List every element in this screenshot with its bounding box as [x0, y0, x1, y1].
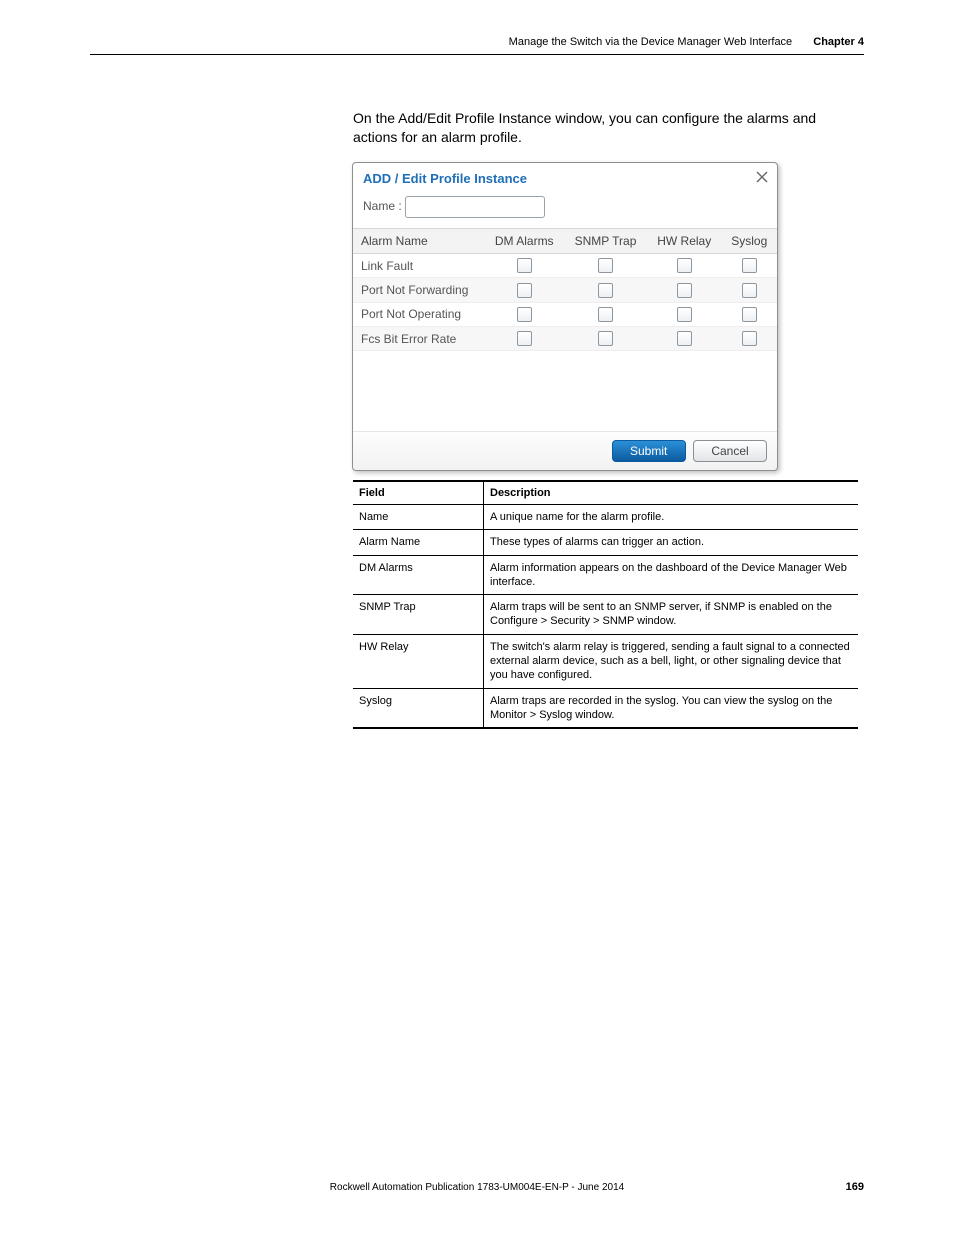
checkbox[interactable]	[517, 258, 532, 273]
footer-page-number: 169	[846, 1181, 864, 1193]
checkbox[interactable]	[517, 331, 532, 346]
field-name: Syslog	[353, 688, 484, 728]
checkbox[interactable]	[677, 307, 692, 322]
alarm-name-cell: Port Not Forwarding	[353, 278, 484, 302]
checkbox-cell	[647, 302, 722, 326]
col-alarm-name: Alarm Name	[353, 229, 484, 254]
checkbox[interactable]	[742, 307, 757, 322]
checkbox-cell	[484, 254, 564, 278]
field-desc: The switch's alarm relay is triggered, s…	[484, 634, 859, 688]
name-label: Name :	[363, 199, 402, 213]
field-name: DM Alarms	[353, 555, 484, 595]
checkbox[interactable]	[677, 331, 692, 346]
header-divider	[90, 54, 864, 55]
alarm-grid: Alarm Name DM Alarms SNMP Trap HW Relay …	[353, 228, 777, 351]
alarm-name-cell: Port Not Operating	[353, 302, 484, 326]
fields-head-desc: Description	[484, 481, 859, 505]
checkbox-cell	[564, 326, 647, 350]
checkbox[interactable]	[742, 283, 757, 298]
fields-row: SNMP TrapAlarm traps will be sent to an …	[353, 595, 858, 635]
col-syslog: Syslog	[722, 229, 777, 254]
submit-button[interactable]: Submit	[612, 440, 686, 462]
field-name: HW Relay	[353, 634, 484, 688]
table-row: Link Fault	[353, 254, 777, 278]
checkbox-cell	[564, 254, 647, 278]
table-row: Port Not Forwarding	[353, 278, 777, 302]
fields-row: DM AlarmsAlarm information appears on th…	[353, 555, 858, 595]
table-row: Fcs Bit Error Rate	[353, 326, 777, 350]
checkbox-cell	[722, 254, 777, 278]
fields-row: SyslogAlarm traps are recorded in the sy…	[353, 688, 858, 728]
field-name: Alarm Name	[353, 530, 484, 555]
name-input[interactable]	[405, 196, 545, 218]
header-section: Manage the Switch via the Device Manager…	[509, 36, 793, 48]
fields-table: Field Description NameA unique name for …	[353, 480, 858, 729]
checkbox-cell	[647, 254, 722, 278]
alarm-name-cell: Fcs Bit Error Rate	[353, 326, 484, 350]
checkbox-cell	[484, 278, 564, 302]
checkbox-cell	[484, 326, 564, 350]
checkbox-cell	[564, 278, 647, 302]
intro-paragraph: On the Add/Edit Profile Instance window,…	[353, 109, 858, 147]
checkbox-cell	[722, 326, 777, 350]
checkbox[interactable]	[598, 283, 613, 298]
checkbox[interactable]	[742, 258, 757, 273]
table-row: Port Not Operating	[353, 302, 777, 326]
checkbox[interactable]	[677, 258, 692, 273]
dialog-spacer	[353, 351, 777, 431]
fields-header-row: Field Description	[353, 481, 858, 505]
checkbox-cell	[722, 278, 777, 302]
col-hw-relay: HW Relay	[647, 229, 722, 254]
checkbox[interactable]	[598, 258, 613, 273]
checkbox-cell	[722, 302, 777, 326]
name-row: Name :	[353, 192, 777, 228]
field-desc: Alarm information appears on the dashboa…	[484, 555, 859, 595]
field-name: SNMP Trap	[353, 595, 484, 635]
close-icon[interactable]	[755, 171, 769, 185]
checkbox[interactable]	[598, 307, 613, 322]
field-desc: Alarm traps are recorded in the syslog. …	[484, 688, 859, 728]
checkbox-cell	[564, 302, 647, 326]
cancel-button[interactable]: Cancel	[693, 440, 767, 462]
checkbox[interactable]	[517, 283, 532, 298]
checkbox[interactable]	[598, 331, 613, 346]
col-snmp-trap: SNMP Trap	[564, 229, 647, 254]
field-desc: A unique name for the alarm profile.	[484, 505, 859, 530]
grid-header-row: Alarm Name DM Alarms SNMP Trap HW Relay …	[353, 229, 777, 254]
fields-row: HW RelayThe switch's alarm relay is trig…	[353, 634, 858, 688]
dialog-title: ADD / Edit Profile Instance	[363, 171, 527, 186]
checkbox-cell	[647, 278, 722, 302]
header-chapter: Chapter 4	[813, 36, 864, 48]
alarm-name-cell: Link Fault	[353, 254, 484, 278]
field-desc: Alarm traps will be sent to an SNMP serv…	[484, 595, 859, 635]
checkbox-cell	[484, 302, 564, 326]
field-desc: These types of alarms can trigger an act…	[484, 530, 859, 555]
dialog-footer: Submit Cancel	[353, 431, 777, 470]
col-dm-alarms: DM Alarms	[484, 229, 564, 254]
fields-row: Alarm NameThese types of alarms can trig…	[353, 530, 858, 555]
checkbox[interactable]	[742, 331, 757, 346]
checkbox[interactable]	[677, 283, 692, 298]
footer-publication: Rockwell Automation Publication 1783-UM0…	[0, 1182, 954, 1193]
fields-head-field: Field	[353, 481, 484, 505]
checkbox[interactable]	[517, 307, 532, 322]
fields-row: NameA unique name for the alarm profile.	[353, 505, 858, 530]
checkbox-cell	[647, 326, 722, 350]
field-name: Name	[353, 505, 484, 530]
add-edit-profile-dialog: ADD / Edit Profile Instance Name : Alarm…	[352, 162, 778, 471]
running-header: Manage the Switch via the Device Manager…	[509, 36, 864, 48]
dialog-header: ADD / Edit Profile Instance	[353, 163, 777, 192]
